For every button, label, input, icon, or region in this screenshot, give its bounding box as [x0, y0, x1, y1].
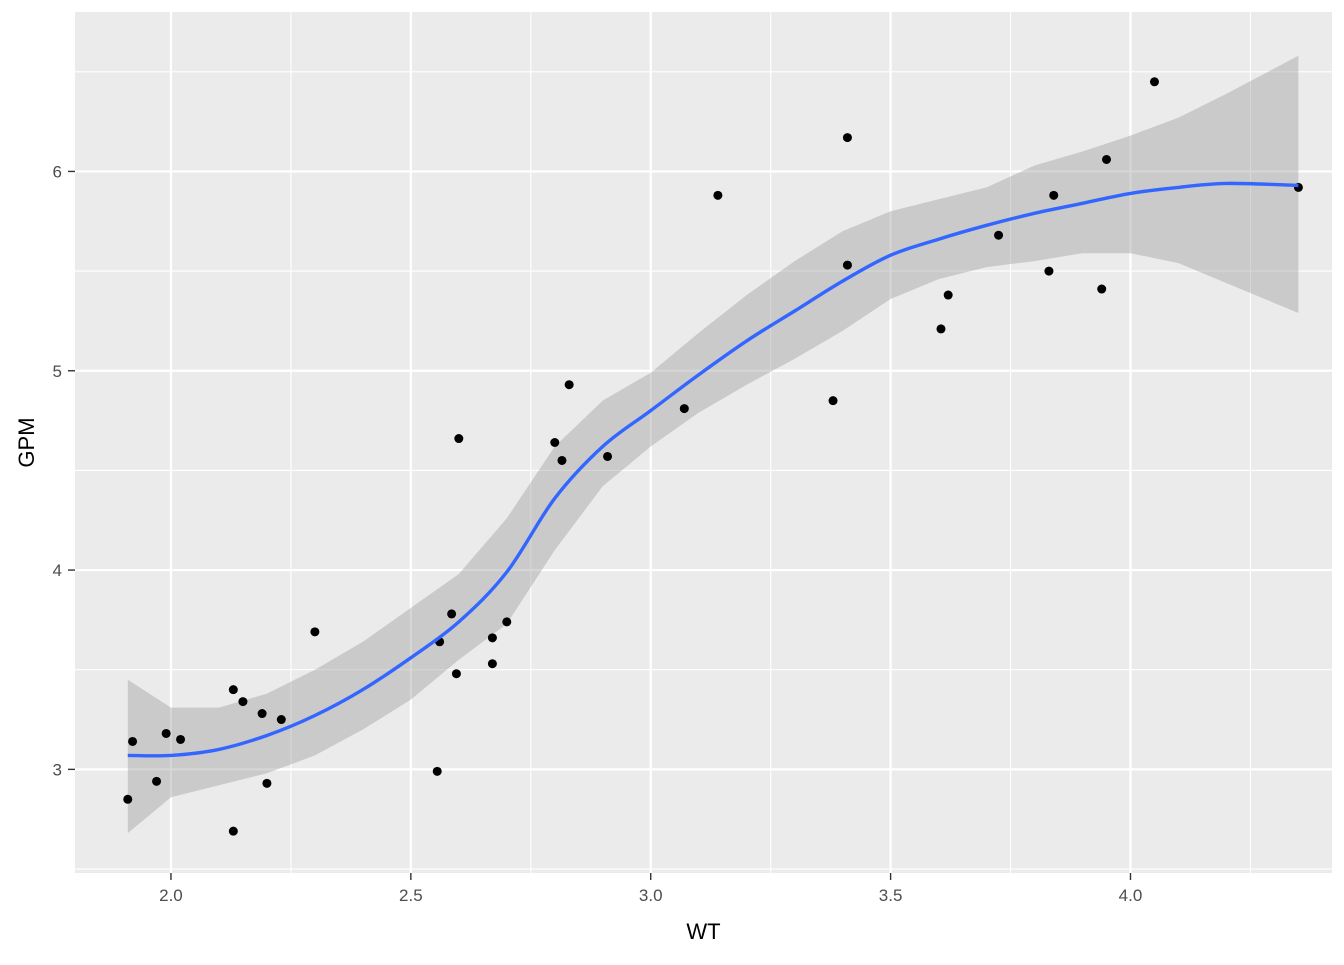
- data-point: [1102, 154, 1112, 164]
- data-point: [994, 230, 1004, 240]
- data-point: [487, 633, 497, 643]
- data-point: [123, 794, 133, 804]
- y-tick-label: 6: [53, 162, 62, 181]
- data-point: [128, 736, 138, 746]
- data-point: [550, 438, 560, 447]
- data-point: [310, 627, 320, 637]
- data-points: [123, 77, 1303, 836]
- data-point: [454, 434, 464, 444]
- data-point: [1049, 190, 1059, 200]
- data-point: [161, 728, 171, 738]
- minor-gridlines: [75, 12, 1332, 873]
- data-point: [152, 776, 162, 786]
- x-tick-label: 4.0: [1119, 886, 1143, 905]
- x-tick-label: 2.5: [399, 886, 423, 905]
- data-point: [842, 133, 852, 143]
- y-tick-label: 5: [53, 362, 62, 381]
- x-axis: 2.0 2.5 3.0 3.5 4.0: [159, 873, 1142, 905]
- data-point: [1097, 284, 1107, 294]
- data-point: [1149, 77, 1159, 87]
- major-gridlines: [75, 12, 1332, 873]
- data-point: [487, 659, 497, 669]
- x-axis-title: WT: [686, 919, 720, 944]
- data-point: [276, 715, 286, 725]
- data-point: [502, 617, 512, 627]
- data-point: [842, 260, 852, 270]
- confidence-ribbon: [127, 55, 1299, 834]
- smooth-line: [127, 181, 1299, 758]
- data-point: [1044, 266, 1054, 276]
- x-tick-label: 2.0: [159, 886, 183, 905]
- data-point: [228, 685, 238, 695]
- x-tick-label: 3.5: [879, 886, 903, 905]
- data-point: [447, 609, 457, 619]
- data-point: [432, 766, 442, 776]
- data-point: [451, 669, 461, 679]
- data-point: [262, 778, 272, 788]
- y-tick-label: 4: [53, 561, 62, 580]
- y-axis: 3 4 5 6: [53, 162, 75, 779]
- x-tick-label: 3.0: [639, 886, 663, 905]
- data-point: [176, 734, 186, 744]
- data-point: [557, 455, 567, 465]
- data-point: [257, 709, 267, 719]
- data-point: [713, 190, 723, 200]
- data-point: [564, 380, 574, 390]
- data-point: [228, 826, 238, 836]
- data-point: [238, 697, 248, 707]
- data-point: [828, 396, 838, 406]
- data-point: [679, 404, 689, 414]
- data-point: [603, 451, 613, 461]
- data-point: [936, 324, 946, 334]
- data-point: [943, 290, 953, 300]
- y-axis-title: GPM: [14, 417, 39, 467]
- y-tick-label: 3: [53, 760, 62, 779]
